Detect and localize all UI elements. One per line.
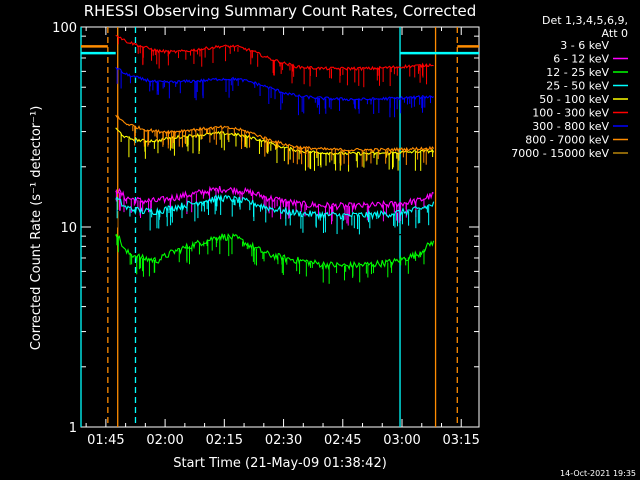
x-tick-label: 03:00 (383, 433, 420, 448)
series-group (115, 114, 435, 168)
series-group (115, 206, 434, 258)
x-tick-label: 02:00 (146, 433, 183, 448)
x-tick-label: 02:15 (206, 433, 243, 448)
legend-entry-label: 800 - 7000 keV (525, 134, 609, 147)
legend-entry-label: 7000 - 15000 keV (511, 147, 609, 160)
series-line (115, 185, 434, 211)
x-axis-label: Start Time (21-May-09 01:38:42) (173, 456, 387, 471)
series-line (115, 66, 434, 102)
y-axis-label: Corrected Count Rate (s⁻¹ detector⁻¹) (29, 106, 44, 351)
series-group (115, 34, 434, 88)
y-tick-label: 1 (69, 421, 77, 436)
footer-date: 14-Oct-2021 19:35 (560, 469, 636, 478)
legend-entry-label: 12 - 25 keV (546, 66, 609, 79)
series-line (115, 233, 435, 271)
x-tick-label: 03:15 (442, 433, 479, 448)
series-group (115, 194, 435, 235)
x-tick-label: 02:30 (265, 433, 302, 448)
x-tick-label: 01:45 (87, 433, 124, 448)
legend-entry-label: 25 - 50 keV (546, 80, 609, 93)
legend-header-attenuator: Att 0 (602, 27, 628, 40)
series-line (115, 194, 435, 221)
legend-entry-label: 50 - 100 keV (539, 93, 609, 106)
chart-title: RHESSI Observing Summary Count Rates, Co… (84, 2, 477, 20)
legend-entry-label: 3 - 6 keV (560, 39, 609, 52)
x-tick-label: 02:45 (324, 433, 361, 448)
legend-header-detectors: Det 1,3,4,5,6,9, (542, 14, 628, 27)
series-group (115, 66, 434, 118)
series-group (115, 233, 435, 284)
plot-area: 01:45 02:00 02:15 02:30 02:45 03:00 03:15 1 10 10… (52, 21, 480, 448)
legend-entry-label: 100 - 300 keV (532, 107, 609, 120)
series-group (115, 185, 434, 226)
y-tick-label: 10 (60, 221, 77, 236)
legend-entry-label: 6 - 12 keV (553, 53, 609, 66)
legend-entry-label: 300 - 800 keV (532, 120, 609, 133)
y-tick-label: 100 (52, 21, 77, 36)
